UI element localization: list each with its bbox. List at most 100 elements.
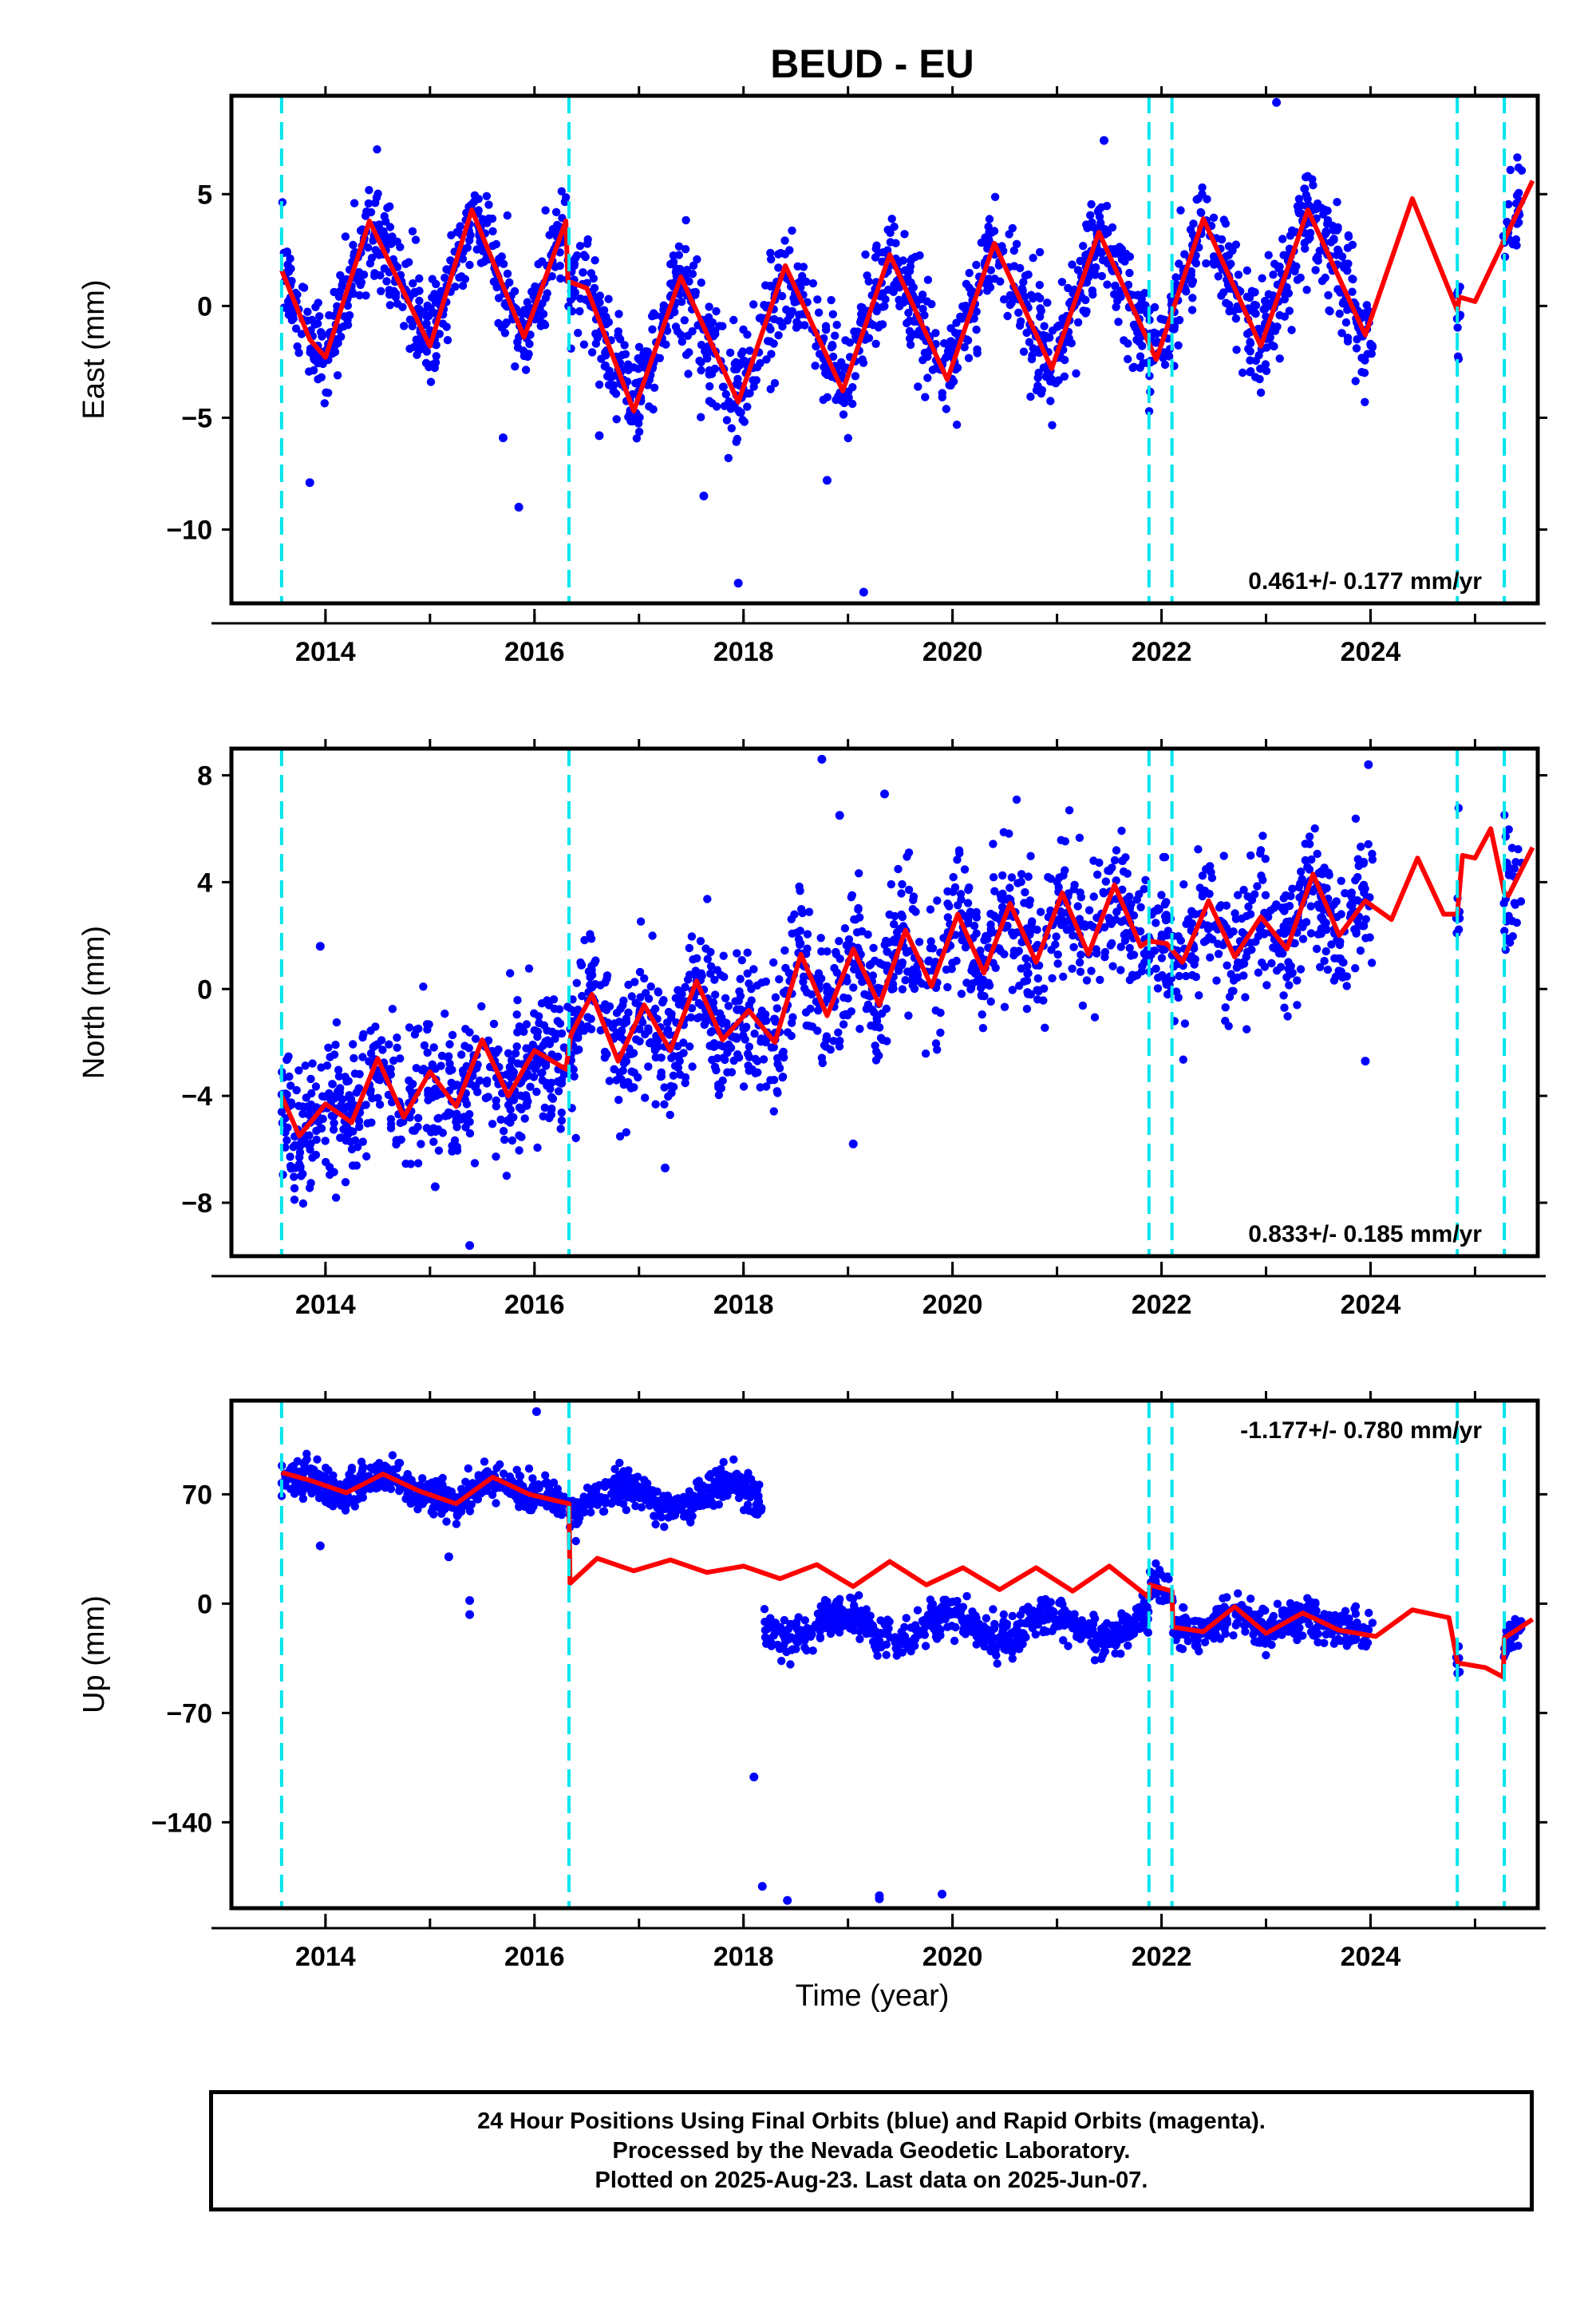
- north-data-point: [583, 1022, 592, 1031]
- north-data-point: [580, 935, 589, 945]
- north-data-point: [1008, 928, 1017, 937]
- east-data-point: [341, 232, 350, 241]
- east-data-point: [720, 401, 729, 410]
- east-data-point: [1255, 374, 1264, 384]
- east-data-point: [697, 358, 705, 367]
- north-data-point: [666, 1081, 675, 1091]
- east-data-point: [942, 405, 951, 413]
- east-data-point: [1286, 231, 1295, 240]
- north-data-point: [1160, 852, 1170, 862]
- north-data-point: [1280, 1003, 1289, 1012]
- north-data-point: [640, 974, 649, 983]
- north-data-point: [1003, 921, 1012, 931]
- east-data-point: [1225, 306, 1234, 316]
- north-data-point: [1246, 910, 1255, 919]
- east-data-point: [626, 417, 635, 425]
- east-data-point: [1033, 373, 1042, 382]
- north-data-point: [450, 1136, 460, 1145]
- north-data-point: [898, 985, 907, 994]
- east-x-tick-label: 2020: [922, 637, 983, 667]
- east-data-point: [821, 322, 831, 330]
- east-data-point: [551, 207, 561, 216]
- east-data-point: [672, 264, 681, 273]
- east-data-point: [832, 320, 841, 330]
- north-data-point: [823, 947, 832, 956]
- east-data-point: [1032, 385, 1041, 395]
- east-data-point: [1512, 191, 1522, 200]
- north-data-point: [648, 931, 657, 940]
- north-data-point: [796, 940, 804, 950]
- east-data-point: [841, 336, 850, 345]
- east-data-point: [1361, 397, 1369, 406]
- east-data-point: [691, 287, 700, 297]
- north-data-point: [290, 1172, 298, 1181]
- east-data-point: [330, 287, 338, 297]
- east-data-point: [1513, 153, 1522, 162]
- east-data-point: [1188, 294, 1197, 302]
- north-data-point: [1059, 972, 1068, 982]
- north-data-point: [429, 1137, 438, 1146]
- north-data-point: [857, 927, 867, 936]
- north-data-point: [1117, 856, 1127, 865]
- north-data-point: [1266, 906, 1275, 915]
- east-data-point: [722, 416, 732, 425]
- north-data-point: [1157, 954, 1167, 962]
- north-data-point: [1057, 913, 1066, 922]
- east-data-point: [604, 294, 613, 303]
- east-data-point: [1300, 239, 1309, 247]
- east-data-point: [839, 398, 849, 408]
- north-data-point: [511, 1049, 520, 1058]
- north-data-point: [548, 1094, 558, 1104]
- north-data-point: [444, 1052, 453, 1061]
- north-data-point: [679, 1049, 688, 1057]
- north-data-point: [1105, 867, 1114, 875]
- east-data-point: [1246, 347, 1254, 356]
- east-data-point: [539, 319, 548, 328]
- up-data-point: [780, 1615, 789, 1625]
- north-data-point: [1279, 991, 1288, 1000]
- north-data-point: [386, 1065, 395, 1073]
- east-data-point: [949, 377, 958, 386]
- north-y-axis-label: North (mm): [77, 926, 111, 1079]
- east-data-point: [581, 252, 590, 262]
- east-data-point: [895, 302, 904, 310]
- east-data-point: [465, 260, 474, 270]
- east-data-point: [799, 263, 808, 271]
- north-data-point: [399, 1117, 408, 1126]
- north-data-point: [676, 1070, 685, 1079]
- north-data-point: [957, 895, 966, 904]
- north-data-point: [385, 1040, 393, 1049]
- north-data-point: [658, 998, 667, 1007]
- north-data-point: [513, 1059, 522, 1068]
- east-data-point: [766, 248, 775, 258]
- east-data-point: [474, 195, 483, 204]
- up-data-point: [982, 1614, 991, 1622]
- chart-title: BEUD - EU: [770, 41, 974, 86]
- north-data-point: [1239, 959, 1249, 968]
- east-data-point: [283, 260, 292, 269]
- north-data-point: [1033, 925, 1041, 935]
- north-data-point: [440, 1010, 449, 1018]
- north-data-point: [775, 974, 784, 984]
- up-data-point: [1155, 1596, 1164, 1605]
- north-data-point: [522, 1020, 531, 1029]
- east-data-point: [689, 261, 698, 270]
- north-data-point: [773, 1060, 782, 1069]
- north-data-point: [286, 1152, 294, 1161]
- east-data-point: [425, 362, 433, 372]
- north-data-point: [281, 1128, 290, 1137]
- east-data-point: [1019, 347, 1029, 356]
- north-data-point: [444, 1111, 453, 1120]
- north-data-point: [772, 1004, 781, 1013]
- east-data-point: [1515, 218, 1523, 227]
- east-data-point: [848, 383, 857, 392]
- east-data-point: [681, 245, 690, 254]
- north-data-point: [1100, 953, 1109, 962]
- north-data-point: [1319, 916, 1328, 926]
- east-data-point: [721, 389, 730, 399]
- east-data-point: [1344, 259, 1353, 268]
- north-data-point: [537, 999, 547, 1008]
- east-data-point: [676, 330, 685, 339]
- east-data-point: [1264, 251, 1273, 259]
- up-data-point: [528, 1474, 537, 1483]
